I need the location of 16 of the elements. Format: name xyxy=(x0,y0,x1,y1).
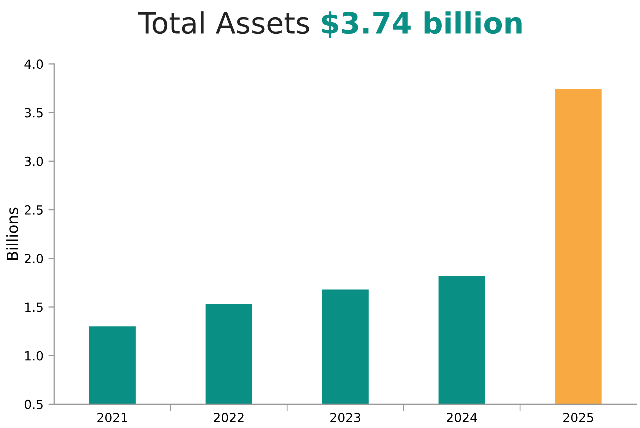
x-tick-label: 2021 xyxy=(98,413,128,422)
y-tick-label: 1.0 xyxy=(25,351,44,361)
y-tick-label: 0.5 xyxy=(24,400,43,410)
y-tick-label: 2.5 xyxy=(25,205,43,215)
y-tick-label: 3.0 xyxy=(25,156,44,166)
x-tick-label: 2024 xyxy=(447,413,478,422)
y-tick-label: 4.0 xyxy=(24,60,44,70)
y-tick-label: 1.5 xyxy=(25,302,43,312)
y-tick-label: 3.5 xyxy=(25,108,43,118)
chart-title: Total Assets xyxy=(138,12,310,34)
x-tick-label: 2025 xyxy=(564,413,594,422)
text: $3.74 billion xyxy=(322,12,522,38)
x-tick-label: 2023 xyxy=(330,413,361,422)
y-axis-title: Billions xyxy=(6,208,18,260)
y-tick-label: 2.0 xyxy=(25,254,44,264)
x-tick-label: 2022 xyxy=(214,413,244,422)
